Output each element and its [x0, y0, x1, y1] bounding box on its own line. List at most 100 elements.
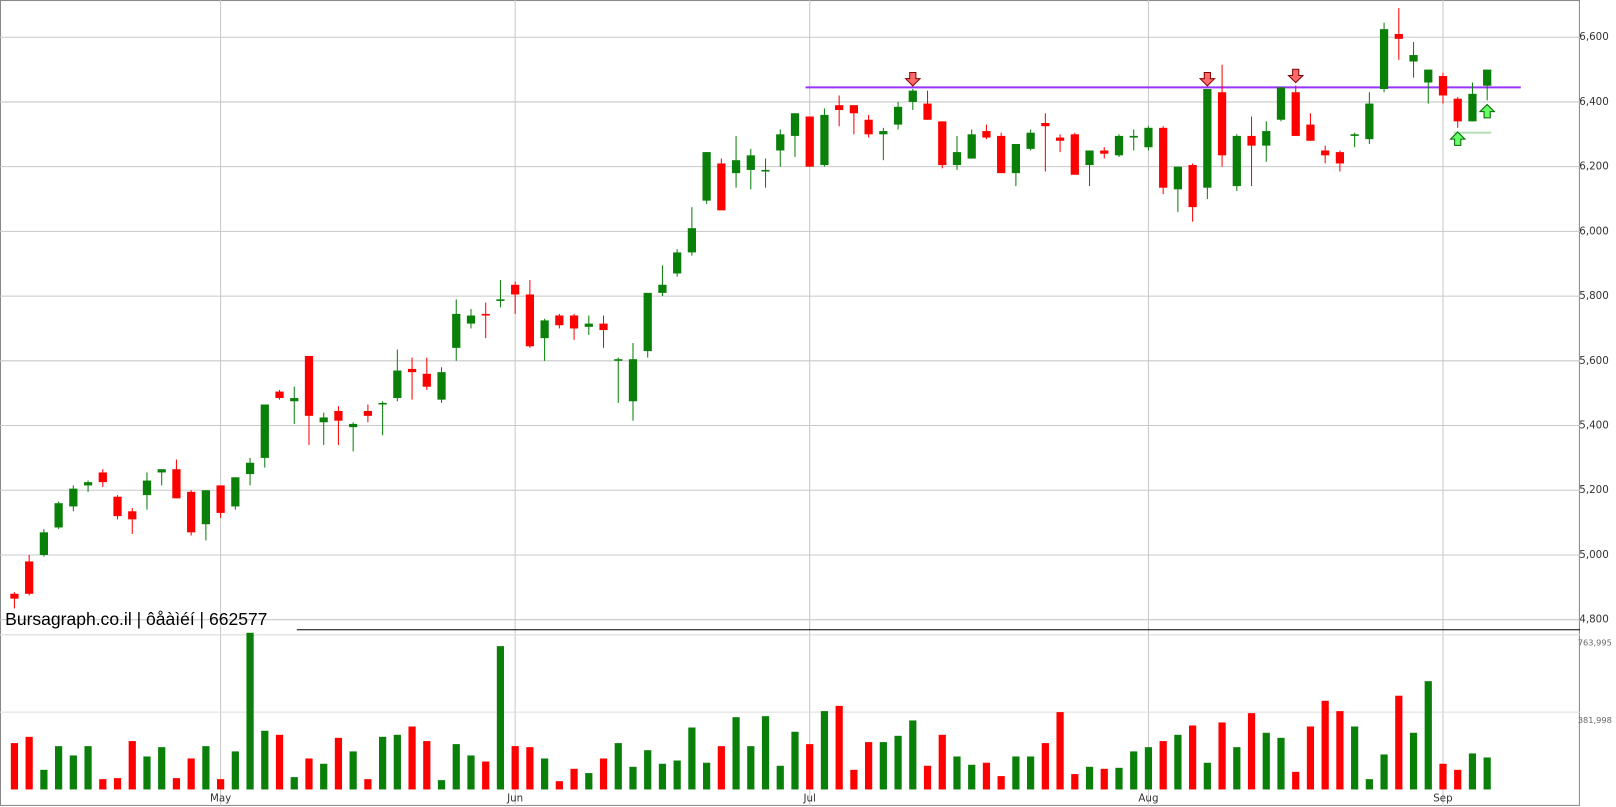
candle-body: [422, 373, 431, 387]
volume-bar: [909, 720, 917, 790]
volume-bar: [217, 779, 225, 790]
signal-arrow: [1449, 131, 1467, 146]
candle-body: [201, 490, 211, 525]
candle-body: [952, 152, 962, 166]
candle-body: [1159, 127, 1168, 188]
volume-bar: [452, 744, 460, 790]
y-tick-label: 5,200: [1579, 484, 1608, 496]
candle-body: [599, 323, 608, 331]
volume-bar: [1380, 754, 1388, 790]
signal-arrow: [1478, 103, 1496, 119]
candle-body: [128, 511, 137, 520]
candle-body: [113, 496, 122, 517]
volume-bar: [1115, 767, 1123, 790]
candle-body: [407, 368, 417, 373]
volume-bar: [1321, 700, 1329, 790]
volume-bar: [658, 763, 667, 790]
volume-bar: [776, 765, 784, 790]
volume-bar: [231, 751, 239, 790]
volume-bar: [1130, 751, 1138, 790]
candle-body: [1321, 150, 1330, 156]
volume-bar: [570, 768, 578, 790]
candle-body: [967, 134, 976, 159]
candle-body: [879, 131, 888, 135]
y-tick-label: 4,800: [1579, 614, 1608, 626]
volume-bar: [629, 766, 637, 790]
candle-body: [69, 488, 78, 507]
candle-body: [1394, 33, 1403, 39]
volume-bar: [1306, 726, 1315, 790]
candle-body: [39, 532, 49, 555]
candle-body: [761, 169, 770, 172]
y-tick-label: 381,998: [1578, 715, 1612, 725]
volume-bar: [703, 762, 711, 790]
candle-body: [496, 299, 505, 301]
volume-bar: [850, 769, 858, 790]
volume-bar: [1012, 756, 1020, 790]
candle-body: [658, 284, 667, 293]
volume-bar: [482, 761, 490, 790]
candle-body: [511, 284, 520, 295]
candle-body: [673, 252, 682, 274]
x-tick-label: Jun: [506, 793, 523, 805]
volume-bar: [69, 755, 77, 790]
candle-body: [1306, 124, 1315, 141]
y-tick-label: 6,000: [1579, 225, 1608, 237]
candle-body: [157, 469, 166, 473]
volume-bar: [541, 758, 549, 790]
volume-bar: [1351, 726, 1359, 790]
volume-bar: [599, 758, 608, 790]
volume-bar: [732, 717, 740, 790]
candle-body: [142, 480, 152, 496]
volume-bar: [84, 746, 92, 790]
volume-bar: [1468, 753, 1477, 790]
volume-bar: [1365, 779, 1373, 790]
y-tick-label: 6,400: [1579, 96, 1608, 108]
volume-bar: [143, 756, 151, 790]
plot-frame: [0, 0, 1580, 806]
volume-bar: [437, 780, 446, 790]
candle-body: [1026, 132, 1035, 149]
candle-body: [1365, 103, 1374, 140]
volume-bar: [1336, 711, 1344, 790]
signal-arrow: [1198, 71, 1216, 87]
candle-body: [452, 313, 461, 348]
y-tick-label: 5,400: [1579, 420, 1608, 432]
candle-body: [1350, 134, 1359, 136]
candle-body: [835, 105, 844, 111]
volume-bar: [526, 747, 534, 790]
volume-bar: [1041, 743, 1049, 790]
volume-bar: [1144, 747, 1153, 790]
volume-bar: [1189, 725, 1197, 790]
candle-body: [820, 114, 829, 166]
signal-arrow: [904, 71, 922, 87]
volume-bar: [894, 735, 902, 790]
volume-bar: [791, 731, 799, 790]
candle-body: [687, 228, 697, 253]
volume-bar: [158, 747, 166, 790]
candle-body: [1173, 166, 1183, 190]
candle-body: [260, 404, 269, 458]
volume-bar: [585, 773, 593, 790]
candle-body: [1085, 150, 1094, 166]
candle-body: [1011, 144, 1021, 174]
volume-bar: [275, 734, 284, 790]
candle-body: [1379, 29, 1389, 90]
volume-bar: [953, 756, 961, 790]
volume-bar: [717, 746, 725, 790]
candle-body: [1114, 135, 1124, 156]
y-tick-label: 5,000: [1579, 549, 1608, 561]
volume-bar: [614, 743, 622, 790]
x-tick-label: Aug: [1138, 793, 1158, 805]
candle-body: [908, 90, 917, 102]
volume-bar: [1203, 762, 1211, 790]
candle-body: [731, 160, 741, 174]
candle-body: [231, 477, 240, 507]
candle-body: [172, 469, 181, 499]
volume-bar: [644, 750, 652, 790]
volume-bar: [835, 705, 843, 790]
volume-bar: [290, 777, 298, 790]
volume-bar: [1292, 771, 1300, 790]
volume-bar: [879, 742, 887, 790]
